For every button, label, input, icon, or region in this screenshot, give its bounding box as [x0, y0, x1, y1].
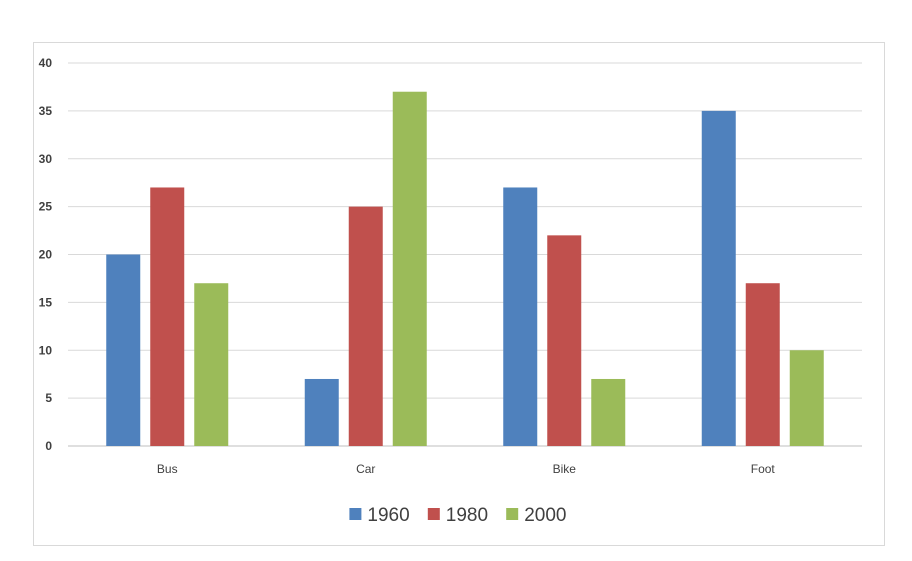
legend-swatch-1980 — [427, 508, 440, 520]
legend-label-2000: 2000 — [524, 505, 566, 526]
y-tick-label: 30 — [39, 152, 53, 166]
y-tick-label: 0 — [45, 439, 52, 453]
x-tick-label: Foot — [751, 462, 776, 476]
y-tick-label: 40 — [39, 56, 53, 70]
bar-1980-bike — [547, 235, 582, 446]
bar-1960-foot — [701, 110, 736, 446]
y-tick-label: 15 — [39, 295, 53, 309]
y-tick-label: 35 — [39, 104, 53, 118]
legend-swatch-2000 — [506, 508, 519, 520]
y-tick-label: 25 — [39, 200, 53, 214]
legend-label-1980: 1980 — [446, 505, 488, 526]
bar-2000-foot — [789, 350, 824, 446]
x-tick-label: Bus — [157, 462, 178, 476]
y-tick-label: 10 — [39, 343, 53, 357]
bar-1960-bus — [106, 254, 141, 446]
bar-1960-car — [304, 378, 339, 446]
bar-2000-car — [392, 91, 427, 446]
x-tick-label: Bike — [553, 462, 577, 476]
bar-1980-bus — [150, 187, 185, 446]
legend-label-1960: 1960 — [367, 505, 409, 526]
bar-1960-bike — [503, 187, 538, 446]
bar-1980-car — [348, 206, 383, 446]
x-tick-label: Car — [356, 462, 375, 476]
legend-swatch-1960 — [349, 508, 362, 520]
y-tick-label: 5 — [45, 391, 52, 405]
bar-2000-bus — [194, 283, 229, 446]
bar-2000-bike — [591, 378, 626, 446]
bar-1980-foot — [745, 283, 780, 446]
y-tick-label: 20 — [39, 248, 53, 262]
